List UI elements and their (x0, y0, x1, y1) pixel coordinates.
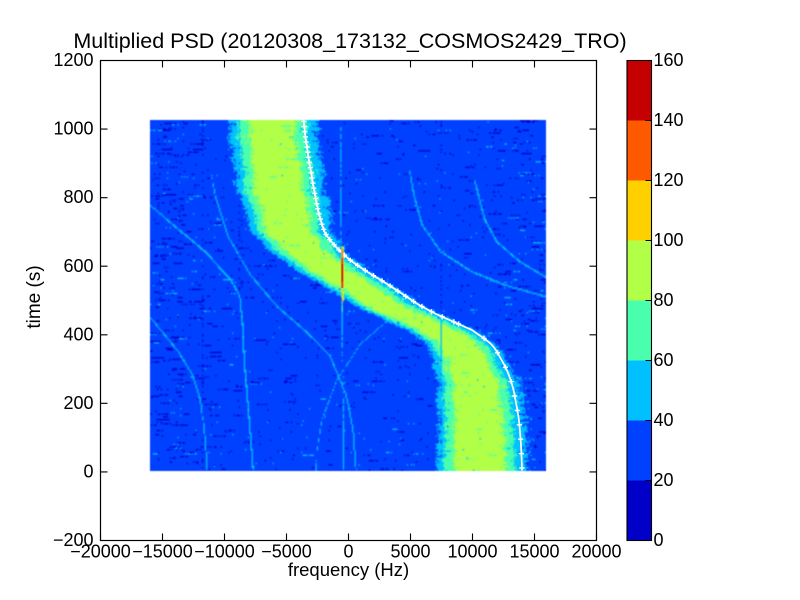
svg-text:160: 160 (654, 50, 684, 70)
svg-text:200: 200 (63, 393, 93, 413)
svg-text:60: 60 (654, 350, 674, 370)
svg-text:140: 140 (654, 110, 684, 130)
svg-text:−10000: −10000 (194, 542, 255, 562)
svg-text:1000: 1000 (53, 119, 93, 139)
svg-text:15000: 15000 (509, 542, 559, 562)
svg-text:120: 120 (654, 170, 684, 190)
svg-text:frequency (Hz): frequency (Hz) (288, 559, 409, 580)
svg-text:0: 0 (654, 530, 664, 550)
svg-text:20: 20 (654, 470, 674, 490)
svg-text:400: 400 (63, 324, 93, 344)
svg-text:−15000: −15000 (132, 542, 193, 562)
svg-text:80: 80 (654, 290, 674, 310)
svg-text:800: 800 (63, 187, 93, 207)
svg-text:20000: 20000 (571, 542, 621, 562)
svg-text:−200: −200 (53, 530, 94, 550)
svg-text:600: 600 (63, 256, 93, 276)
svg-text:Multiplied PSD (20120308_17313: Multiplied PSD (20120308_173132_COSMOS24… (73, 29, 626, 53)
svg-text:100: 100 (654, 230, 684, 250)
svg-text:0: 0 (343, 542, 353, 562)
svg-text:5000: 5000 (390, 542, 430, 562)
svg-text:1200: 1200 (53, 50, 93, 70)
svg-text:10000: 10000 (447, 542, 497, 562)
svg-text:0: 0 (83, 462, 93, 482)
svg-text:−5000: −5000 (261, 542, 312, 562)
svg-text:time (s): time (s) (24, 265, 45, 328)
svg-text:−20000: −20000 (70, 542, 131, 562)
svg-text:40: 40 (654, 410, 674, 430)
